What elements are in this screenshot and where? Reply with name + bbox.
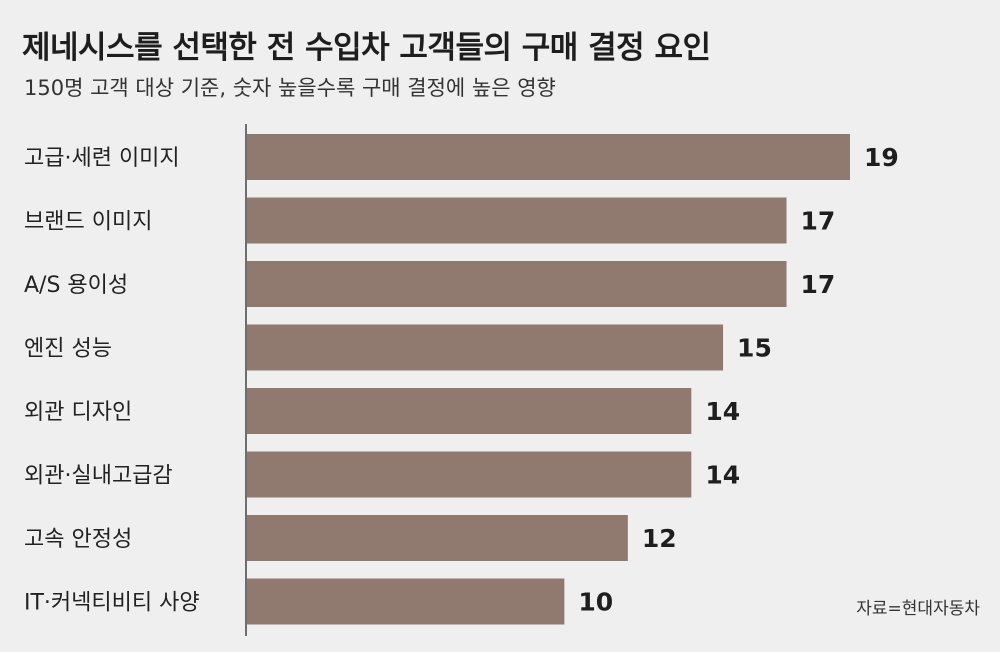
category-label: 외관 디자인 bbox=[24, 400, 132, 425]
category-label: A/S 용이성 bbox=[24, 273, 128, 298]
bar bbox=[247, 134, 850, 180]
value-label: 19 bbox=[864, 143, 899, 172]
bar bbox=[247, 197, 787, 244]
value-label: 10 bbox=[578, 588, 613, 617]
bar bbox=[247, 261, 787, 307]
value-label: 17 bbox=[801, 270, 836, 299]
value-label: 14 bbox=[705, 397, 740, 426]
value-label: 14 bbox=[705, 461, 740, 490]
category-label: IT·커넥티비티 사양 bbox=[24, 591, 200, 616]
category-label: 고속 안정성 bbox=[24, 527, 132, 552]
category-label: 브랜드 이미지 bbox=[24, 210, 152, 235]
value-label: 15 bbox=[737, 334, 772, 363]
bar bbox=[247, 451, 692, 498]
value-label: 17 bbox=[801, 207, 836, 236]
bar bbox=[247, 515, 628, 561]
bar bbox=[247, 324, 724, 371]
category-label: 고급·세련 이미지 bbox=[24, 146, 180, 171]
chart-subtitle: 150명 고객 대상 기준, 숫자 높을수록 구매 결정에 높은 영향 bbox=[24, 76, 556, 100]
category-label: 엔진 성능 bbox=[24, 337, 112, 362]
chart-title: 제네시스를 선택한 전 수입차 고객들의 구매 결정 요인 bbox=[22, 30, 711, 66]
source-note: 자료=현대자동차 bbox=[856, 599, 980, 619]
bar bbox=[247, 578, 565, 625]
value-label: 12 bbox=[642, 524, 677, 553]
category-label: 외관·실내고급감 bbox=[24, 464, 173, 489]
bar bbox=[247, 388, 692, 434]
